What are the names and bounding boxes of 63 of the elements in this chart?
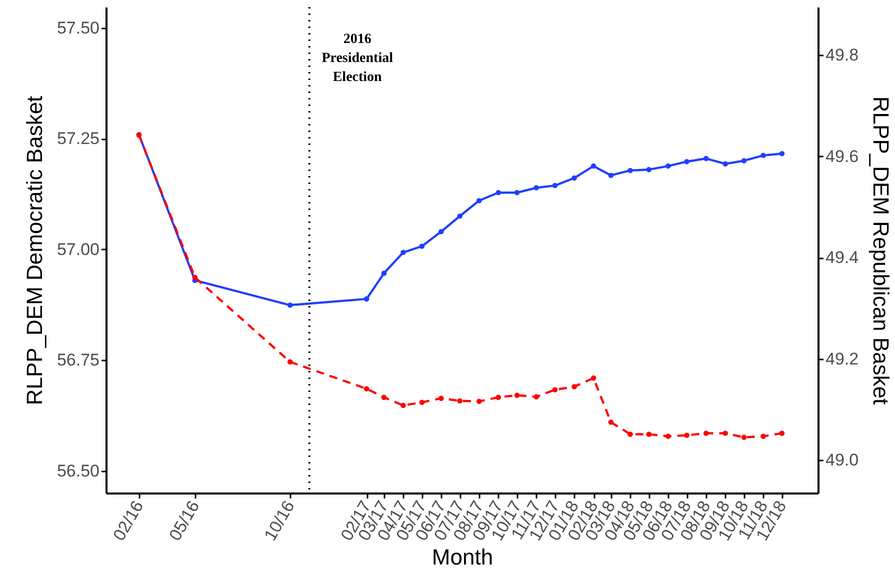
point	[514, 392, 520, 398]
y2-tick-label: 49.0	[826, 450, 859, 470]
point	[646, 432, 652, 437]
point	[552, 387, 558, 392]
point	[496, 394, 502, 400]
point	[760, 434, 766, 439]
point	[779, 151, 785, 156]
point	[496, 190, 502, 196]
point	[646, 166, 652, 172]
point	[703, 430, 709, 436]
y2-tick-label: 49.4	[826, 248, 859, 268]
point	[419, 244, 425, 249]
point	[590, 163, 596, 169]
point	[628, 432, 633, 437]
point	[665, 434, 671, 439]
point	[590, 375, 596, 381]
point	[722, 161, 728, 166]
point	[419, 400, 425, 406]
point	[779, 430, 785, 436]
point	[741, 434, 747, 440]
point	[665, 163, 671, 169]
point	[572, 384, 577, 390]
y-tick-label: 57.50	[56, 18, 100, 38]
point	[438, 228, 444, 234]
point	[364, 386, 370, 392]
point	[438, 396, 444, 401]
point	[608, 419, 614, 425]
ref-line-label: 2016 Presidential Election	[322, 32, 394, 85]
y-tick-label: 56.50	[56, 461, 100, 480]
point	[703, 156, 709, 162]
point	[192, 274, 198, 280]
point	[364, 296, 370, 302]
point	[287, 359, 293, 365]
point	[514, 190, 520, 196]
y2-tick-label: 49.6	[826, 146, 859, 166]
point	[381, 270, 387, 276]
point	[760, 152, 766, 158]
point	[608, 172, 614, 178]
y-tick-label: 57.25	[56, 129, 100, 148]
y2-axis-title: RLPP_DEM Republican Basket	[868, 96, 894, 405]
point	[400, 250, 406, 256]
point	[476, 398, 482, 404]
point	[534, 394, 539, 400]
point	[476, 198, 482, 204]
point	[457, 213, 462, 219]
point	[741, 158, 747, 164]
point	[572, 175, 577, 181]
point	[552, 182, 558, 188]
y2-tick-label: 49.8	[826, 46, 859, 65]
point	[684, 432, 690, 438]
y-tick-label: 57.00	[56, 240, 100, 259]
y2-tick-label: 49.2	[826, 349, 859, 368]
point	[400, 402, 406, 408]
point	[628, 168, 633, 174]
point	[684, 158, 690, 164]
x-axis-title: Month	[432, 544, 494, 570]
point	[457, 398, 462, 404]
point	[381, 394, 387, 400]
point	[534, 185, 539, 190]
y-axis-title: RLPP_DEM Democratic Basket	[22, 96, 47, 406]
point	[722, 430, 728, 436]
y-tick-label: 56.75	[56, 350, 100, 370]
point	[287, 302, 293, 308]
